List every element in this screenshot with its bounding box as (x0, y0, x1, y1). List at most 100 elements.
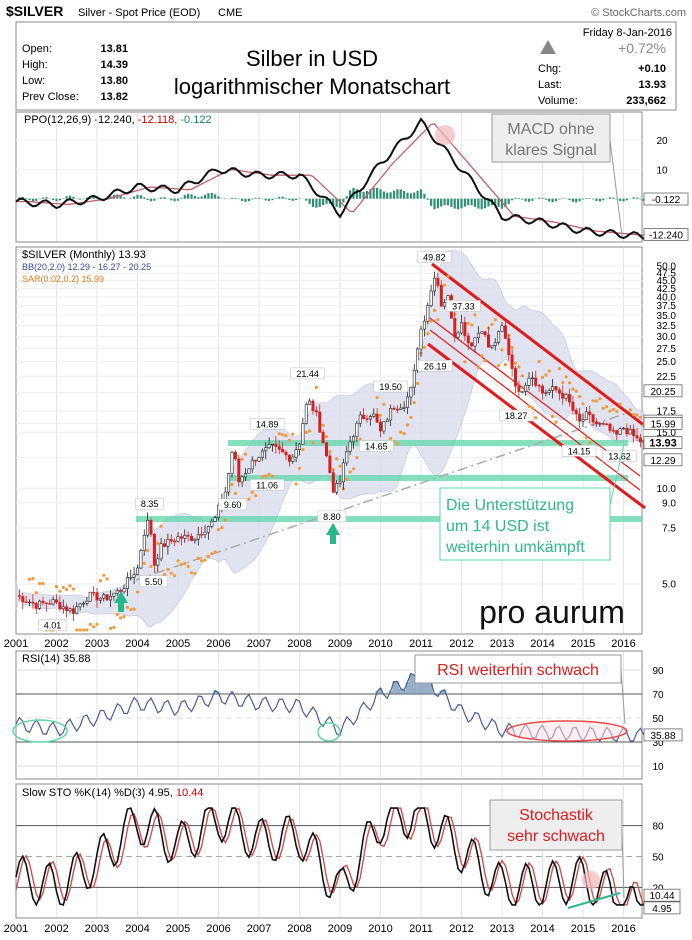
rsi-overbought-bar (409, 673, 413, 694)
candle-body (365, 418, 369, 420)
ppo-histogram-bar (278, 196, 281, 199)
candle-body (291, 456, 295, 462)
price-tick-label: 37.5 (657, 301, 677, 312)
sar-dot (287, 438, 291, 442)
sar-dot (88, 622, 92, 627)
rsi-weak-highlight (506, 720, 628, 742)
sar-dot (500, 348, 504, 352)
ppo-histogram-bar (635, 197, 639, 199)
candle-body (527, 377, 531, 386)
sar-dot (281, 433, 285, 437)
ppo-histogram-bar (251, 198, 254, 200)
ppo-tag-box (643, 192, 689, 206)
sar-dot (112, 625, 116, 630)
ppo-histogram-bar (389, 192, 392, 199)
price-annotation-box (139, 575, 168, 588)
sar-dot (159, 524, 163, 528)
x-tick-label: 2005 (166, 638, 190, 650)
ppo-histogram-bar (305, 198, 308, 201)
ppo-histogram-bar (362, 191, 365, 199)
candle-body (257, 457, 261, 462)
candle-body (142, 534, 146, 551)
ppo-note-line2: klares Signal (505, 142, 597, 159)
price-annotation-box (417, 251, 452, 263)
rsi-value-tags: 35.88 (643, 728, 683, 742)
sar-dot (510, 345, 514, 349)
ppo-histogram-bar (173, 198, 176, 202)
ppo-histogram-bar (477, 198, 480, 209)
x-tick-label: 2010 (368, 923, 392, 935)
ppo-histogram-bar (494, 198, 497, 206)
ppo-histogram-bar (92, 195, 95, 199)
price-annotation-box (446, 300, 481, 312)
ppo-histogram-bar (406, 192, 409, 199)
sar-dot (537, 359, 541, 364)
sar-dot (405, 423, 410, 427)
rsi-overbought-bar (405, 682, 410, 694)
ppo-value-signal: -12.118, (138, 114, 178, 126)
long-term-trendline (135, 411, 631, 581)
sar-dot (203, 558, 207, 562)
sar-dot (216, 527, 221, 532)
ppo-histogram-bar (386, 192, 389, 199)
sar-dot (402, 432, 406, 436)
support-band-11 (228, 475, 628, 481)
sar-dot (399, 430, 403, 434)
candle-body (206, 526, 210, 533)
ppo-legend: PPO(12,26,9) (24, 114, 91, 126)
price-annotation: 14.89 (256, 419, 279, 429)
x-tick-label: 2009 (328, 923, 352, 935)
candle-body (537, 385, 541, 387)
price-tick-label: 9.0 (662, 498, 676, 509)
ppo-histogram-bar (58, 198, 61, 201)
candle-body (230, 451, 234, 474)
sar-dot (635, 413, 639, 417)
ppo-histogram-bar (521, 198, 524, 200)
x-tick-label: 2010 (368, 638, 392, 650)
rsi-panel: RSI(14) 35.88 RSI weiterhin schwach 9070… (12, 650, 683, 780)
ppo-histogram-bar (160, 197, 163, 199)
ppo-histogram-bar (214, 194, 217, 199)
ppo-histogram-bar (35, 198, 38, 201)
ppo-histogram-bar (284, 198, 288, 199)
sar-dot (358, 437, 362, 441)
sar-dot (247, 497, 251, 501)
sar-dot (324, 435, 329, 439)
ppo-histogram-bar (257, 197, 261, 199)
candle-body (85, 600, 89, 604)
sar-dot (463, 360, 467, 364)
ppo-value-tags: -0.122 -12.240 (643, 192, 689, 242)
ppo-histogram-bar (295, 198, 298, 201)
sto-crossover-highlight (582, 871, 600, 889)
ppo-histogram-bar (268, 198, 271, 201)
ppo-histogram-bar (369, 189, 372, 199)
candle-body (95, 592, 99, 601)
candle-body (459, 322, 463, 334)
ppo-histogram-bar (531, 198, 534, 201)
ppo-histogram-bar (598, 198, 601, 202)
sar-dot (436, 318, 440, 322)
price-tag: 13.93 (649, 438, 677, 450)
candle-body (38, 600, 42, 609)
ppo-histogram-bar (443, 198, 446, 206)
candle-body (98, 597, 102, 601)
price-axis: 50.047.545.042.540.037.535.032.530.027.5… (657, 262, 677, 591)
channel-upper-line (431, 262, 646, 428)
ppo-histogram-bar (237, 198, 240, 200)
candle-body (594, 421, 598, 425)
sar-dot (243, 452, 248, 456)
price-annotation-box (417, 360, 453, 372)
candle-body (82, 602, 86, 605)
sar-dot (284, 434, 288, 438)
ohlc-label: Prev Close: (22, 91, 79, 103)
candle-body (129, 576, 133, 579)
price-tag-box (643, 416, 683, 430)
ppo-histogram-bar (244, 198, 247, 202)
candle-body (486, 334, 490, 348)
candle-body (409, 386, 413, 398)
candle-body (304, 403, 308, 424)
ppo-tag: -0.122 (652, 195, 681, 206)
support-note-pointer (609, 443, 625, 506)
candle-body (200, 534, 204, 536)
ppo-histogram-bar (392, 190, 396, 199)
